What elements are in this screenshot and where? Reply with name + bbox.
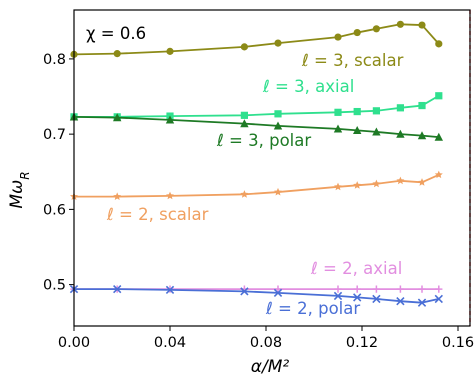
series-2 bbox=[69, 112, 443, 141]
y-axis-title: MωR bbox=[7, 171, 32, 208]
data-point bbox=[353, 285, 361, 293]
data-point bbox=[334, 182, 342, 191]
series-line bbox=[74, 94, 440, 118]
data-point bbox=[434, 132, 443, 141]
data-point bbox=[353, 28, 361, 37]
data-point bbox=[396, 285, 404, 293]
data-point bbox=[434, 294, 443, 304]
data-point bbox=[273, 121, 283, 130]
plot-frame bbox=[73, 9, 471, 327]
ticks: 0.00 0.04 0.08 0.12 0.16 0.5 0.6 0.7 0.8 bbox=[43, 52, 474, 351]
series-label-l2-polar: ℓ = 2, polar bbox=[265, 299, 360, 318]
data-point bbox=[372, 285, 380, 293]
data-point bbox=[334, 33, 342, 41]
data-point bbox=[166, 47, 174, 55]
series-label-l2-scalar: ℓ = 2, scalar bbox=[106, 205, 209, 224]
data-point bbox=[434, 170, 443, 179]
data-point bbox=[240, 111, 248, 119]
data-point bbox=[396, 104, 404, 112]
series-1 bbox=[70, 92, 443, 121]
data-point bbox=[418, 178, 426, 186]
data-point bbox=[240, 119, 249, 128]
data-point bbox=[418, 101, 426, 110]
series-line bbox=[74, 288, 439, 304]
data-point bbox=[372, 25, 380, 33]
data-point bbox=[113, 50, 121, 58]
data-point bbox=[353, 107, 361, 116]
data-point bbox=[165, 285, 175, 295]
data-point bbox=[333, 124, 343, 133]
data-point bbox=[333, 291, 343, 301]
series-0 bbox=[70, 20, 443, 58]
data-point bbox=[334, 285, 342, 293]
data-point bbox=[353, 181, 362, 189]
axes bbox=[73, 9, 471, 327]
data-point bbox=[274, 285, 282, 293]
y-tick-label: 0.6 bbox=[43, 202, 66, 218]
data-point bbox=[435, 40, 443, 48]
data-point bbox=[274, 39, 282, 47]
chi-annotation: χ = 0.6 bbox=[86, 24, 146, 43]
series-line bbox=[74, 173, 440, 198]
data-point bbox=[240, 190, 249, 198]
y-tick-label: 0.7 bbox=[43, 127, 66, 143]
x-tick-label: 0.08 bbox=[250, 335, 282, 351]
data-point bbox=[113, 284, 122, 294]
data-point bbox=[113, 113, 122, 122]
x-axis-title: α/M² bbox=[251, 357, 290, 377]
series-label-l3-axial: ℓ = 3, axial bbox=[262, 77, 354, 96]
data-point bbox=[417, 131, 427, 140]
data-point bbox=[372, 294, 381, 304]
series-label-l3-polar: ℓ = 3, polar bbox=[216, 131, 311, 150]
x-tick-label: 0.16 bbox=[442, 335, 474, 351]
y-tick-label: 0.8 bbox=[43, 52, 66, 68]
data-point bbox=[435, 92, 443, 100]
y-tick-label: 0.5 bbox=[43, 278, 66, 294]
data-point bbox=[372, 179, 381, 188]
data-point bbox=[240, 43, 248, 51]
data-point bbox=[334, 108, 342, 116]
series-label-l2-axial: ℓ = 2, axial bbox=[310, 259, 402, 278]
data-point bbox=[396, 20, 404, 28]
data-point bbox=[418, 285, 426, 293]
series-layer bbox=[69, 20, 443, 307]
data-point bbox=[435, 285, 443, 293]
x-tick-label: 0.04 bbox=[154, 335, 186, 351]
data-point bbox=[353, 125, 362, 134]
data-point bbox=[418, 21, 426, 29]
data-point bbox=[273, 288, 283, 298]
series-5 bbox=[69, 284, 443, 307]
data-point bbox=[274, 187, 282, 196]
data-point bbox=[166, 191, 174, 200]
data-point bbox=[353, 293, 362, 302]
data-point bbox=[165, 115, 175, 124]
data-point bbox=[372, 127, 381, 136]
data-point bbox=[372, 107, 380, 115]
data-point bbox=[274, 110, 282, 118]
series-3 bbox=[70, 170, 443, 200]
data-point bbox=[396, 129, 405, 138]
data-point bbox=[240, 287, 249, 296]
data-point bbox=[113, 192, 122, 200]
x-tick-label: 0.00 bbox=[58, 335, 90, 351]
x-tick-label: 0.12 bbox=[346, 335, 378, 351]
data-point bbox=[417, 298, 427, 307]
data-point bbox=[396, 297, 405, 306]
series-label-l3-scalar: ℓ = 3, scalar bbox=[301, 51, 404, 70]
data-point bbox=[396, 176, 405, 185]
